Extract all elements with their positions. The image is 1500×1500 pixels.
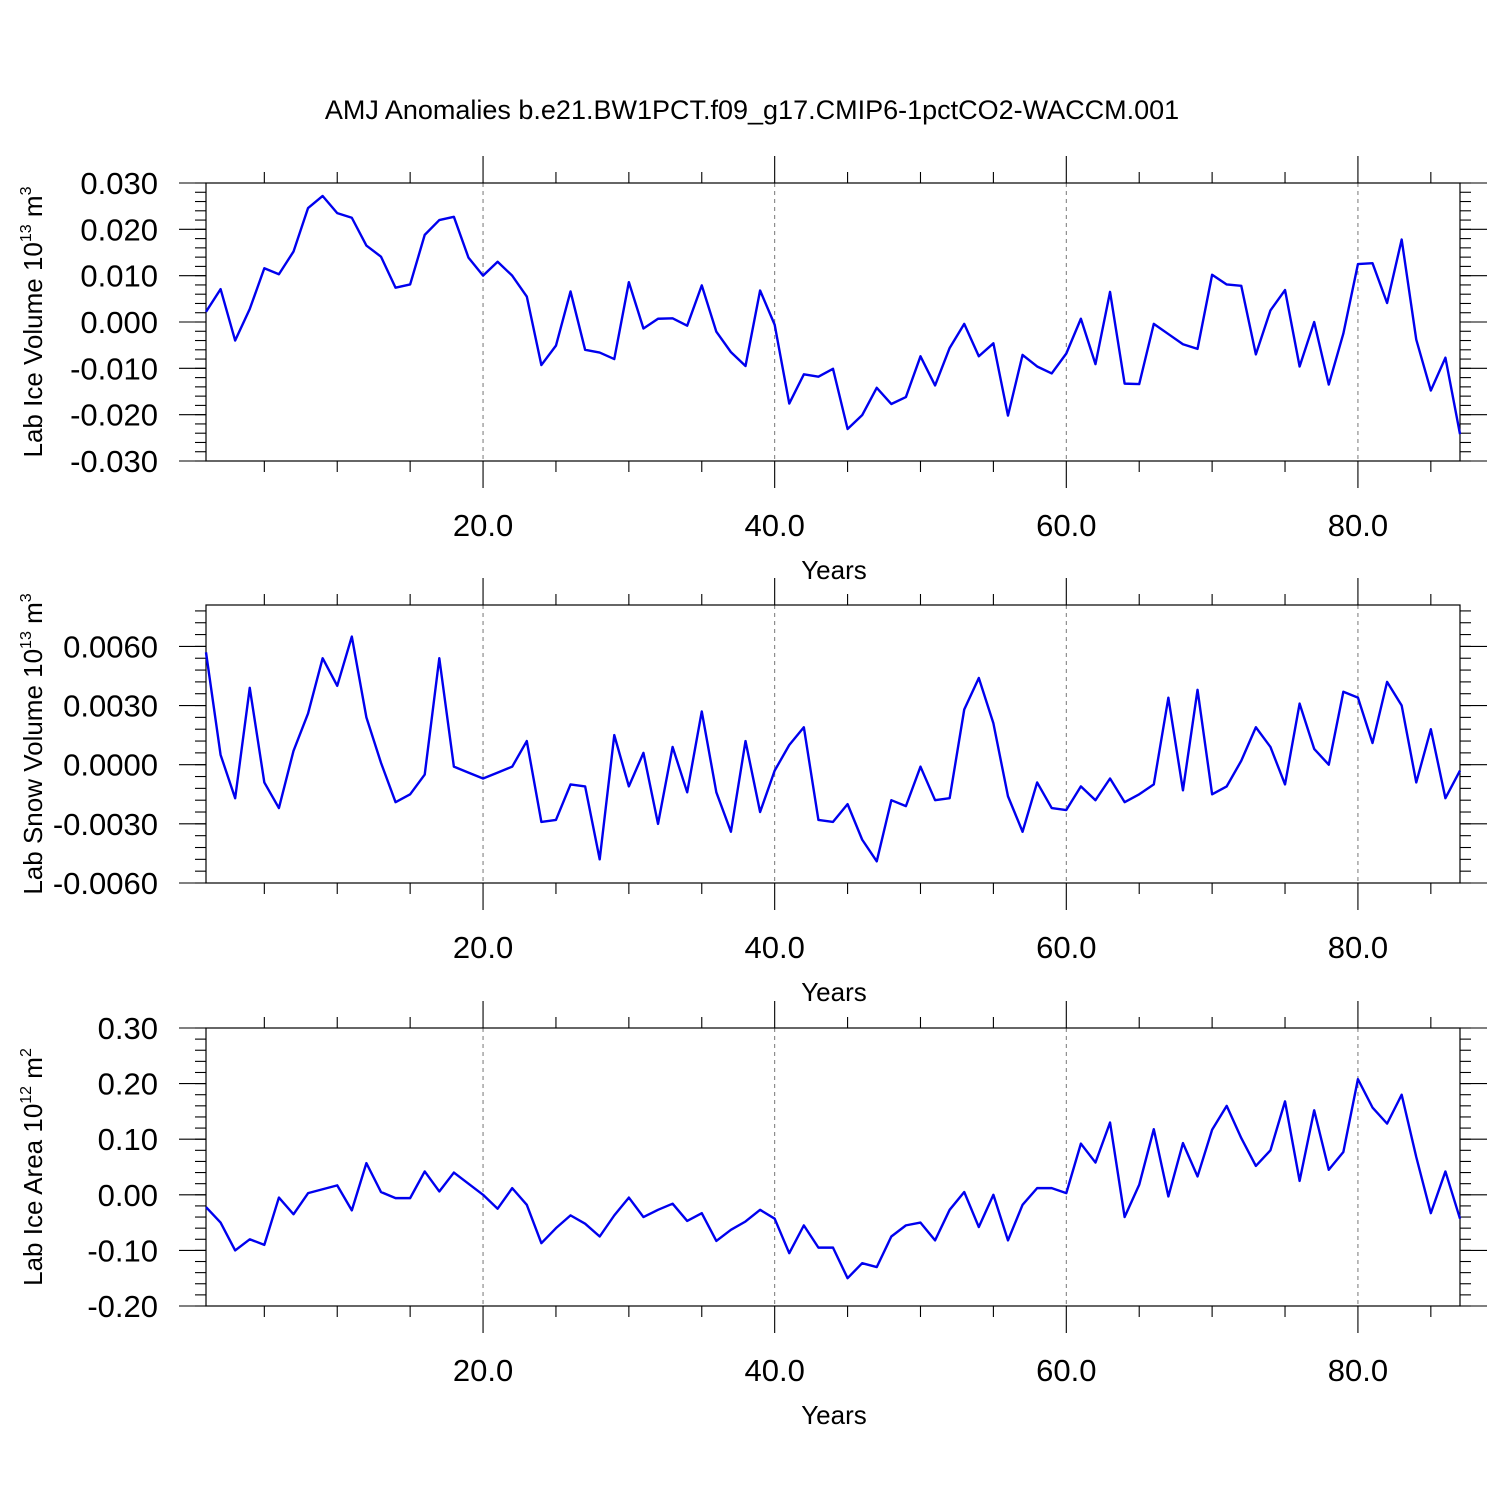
panel-lab-ice-area: 20.0 40.0 60.0 80.0 -0.20 -0.10 0.00 0.10 0.20 0.…: [18, 1001, 1487, 1430]
y-tick-label: 0.30: [98, 1011, 158, 1046]
series-line: [204, 635, 1462, 863]
x-tick-label: 20.0: [453, 508, 513, 543]
x-tick-label: 80.0: [1328, 1353, 1388, 1388]
y-tick-label: 0.20: [98, 1067, 158, 1102]
x-tick-label: 40.0: [745, 508, 805, 543]
plot-frame: [205, 1027, 1461, 1307]
y-tick-label: 0.030: [80, 166, 158, 201]
y-tick-label: 0.10: [98, 1122, 158, 1157]
x-tick-label: 20.0: [453, 930, 513, 965]
plot-frame: [205, 182, 1461, 462]
y-axis-label-unit-exp: 3: [18, 593, 35, 602]
y-tick-label: 0.020: [80, 212, 158, 247]
x-tick-label: 80.0: [1328, 508, 1388, 543]
y-tick-label: -0.010: [70, 351, 158, 386]
plot-frame: [205, 604, 1461, 884]
x-axis-label: Years: [801, 1400, 867, 1430]
x-tick-label: 60.0: [1036, 930, 1096, 965]
x-tick-label: 60.0: [1036, 1353, 1096, 1388]
y-tick-label: 0.010: [80, 259, 158, 294]
y-axis-label-unit: m: [18, 602, 48, 631]
y-axis-label-unit-exp: 3: [18, 186, 35, 195]
series-line: [205, 1077, 1462, 1280]
figure-title: AMJ Anomalies b.e21.BW1PCT.f09_g17.CMIP6…: [325, 95, 1179, 125]
y-axis-label-unit: m: [18, 195, 48, 224]
y-tick-label: 0.00: [98, 1178, 158, 1213]
x-axis-label: Years: [801, 555, 867, 585]
x-tick-label: 20.0: [453, 1353, 513, 1388]
x-tick-label: 60.0: [1036, 508, 1096, 543]
y-axis-label-exp: 12: [18, 1086, 35, 1104]
y-axis-label: Lab Snow Volume 1013 m3: [18, 593, 48, 894]
x-tick-label: 40.0: [745, 930, 805, 965]
y-tick-label: -0.10: [87, 1233, 158, 1268]
y-tick-label: 0.0000: [63, 748, 158, 783]
y-tick-label: 0.0030: [63, 689, 158, 724]
y-tick-label: -0.030: [70, 444, 158, 479]
y-axis-label-unit: m: [18, 1057, 48, 1086]
y-axis-label-exp: 13: [18, 224, 35, 242]
y-axis-label-base: Lab Ice Volume 10: [18, 242, 48, 457]
y-axis-label: Lab Ice Area 1012 m2: [18, 1048, 48, 1286]
x-axis-label: Years: [801, 977, 867, 1007]
x-tick-label: 80.0: [1328, 930, 1388, 965]
y-tick-label: -0.0060: [53, 866, 158, 901]
y-axis-label-base: Lab Snow Volume 10: [18, 649, 48, 895]
y-tick-label: -0.20: [87, 1289, 158, 1324]
x-tick-label: 40.0: [745, 1353, 805, 1388]
panel-lab-ice-volume: 20.0 40.0 60.0 80.0 -0.030 -0.020 -0.010 0.000 0…: [18, 156, 1487, 585]
y-tick-label: 0.0060: [63, 629, 158, 664]
y-tick-label: -0.020: [70, 398, 158, 433]
y-axis-label-unit-exp: 2: [18, 1048, 35, 1057]
y-tick-label: 0.000: [80, 305, 158, 340]
y-tick-label: -0.0030: [53, 807, 158, 842]
panel-lab-snow-volume: 20.0 40.0 60.0 80.0 -0.0060 -0.0030 0.0000 0.00…: [18, 578, 1487, 1007]
y-axis-label: Lab Ice Volume 1013 m3: [18, 186, 48, 457]
y-axis-label-exp: 13: [18, 631, 35, 649]
series-line: [204, 194, 1462, 435]
y-axis-label-base: Lab Ice Area 10: [18, 1104, 48, 1286]
